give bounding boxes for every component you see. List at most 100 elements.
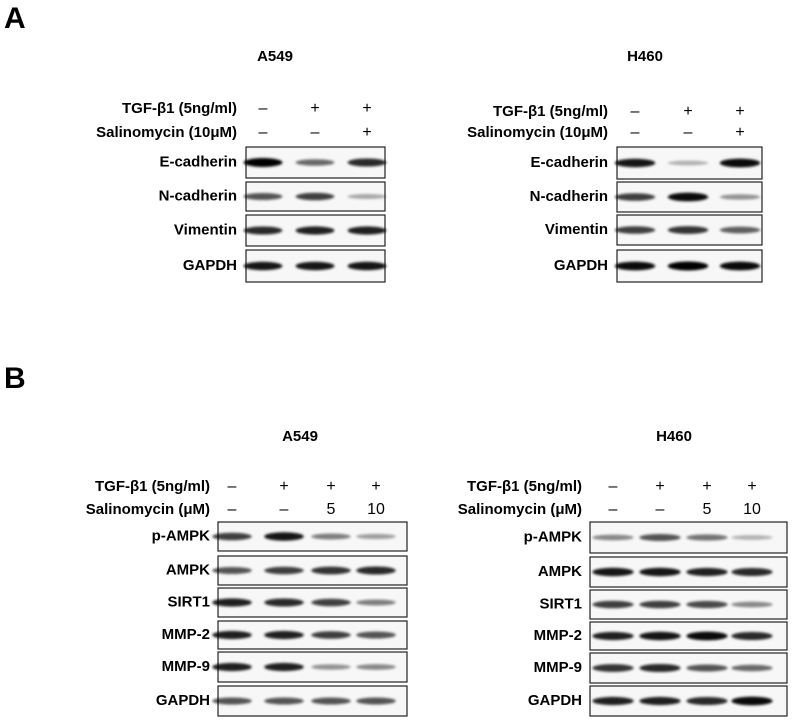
band [639,696,681,706]
band [295,159,335,166]
band [592,534,634,541]
band [731,632,773,640]
band [719,226,761,234]
lane-sign: – [656,501,665,518]
condition-label: TGF-β1 (5ng/ml) [493,103,608,120]
band [264,598,304,607]
protein-label: E-cadherin [159,153,237,170]
panel-label: A [4,2,26,35]
band [719,194,761,200]
band [592,567,634,577]
band [639,664,681,672]
condition-label: TGF-β1 (5ng/ml) [467,478,582,495]
band [731,696,773,706]
band [639,631,681,641]
protein-label: p-AMPK [152,527,210,544]
lane-sign: + [655,478,664,495]
lane-sign: + [735,103,744,120]
protein-label: MMP-9 [534,659,582,676]
lane-sign: – [259,100,268,117]
condition-label: Salinomycin (μM) [458,501,582,518]
panel-label: B [4,362,26,395]
band [731,568,773,576]
protein-label: SIRT1 [539,595,582,612]
band [347,158,387,167]
band [592,664,634,672]
band [686,631,728,641]
protein-label: GAPDH [554,257,608,274]
band [731,535,773,540]
condition-label: Salinomycin (10μM) [96,124,237,141]
lane-sign: – [228,478,237,495]
band [686,664,728,672]
blot-title: A549 [257,48,293,65]
lane-sign: 10 [743,501,761,518]
condition-label: Salinomycin (10μM) [467,124,608,141]
band [686,534,728,541]
blot-title: A549 [282,428,318,445]
band [311,664,351,670]
protein-label: SIRT1 [167,593,210,610]
band [667,192,709,202]
protein-label: GAPDH [528,692,582,709]
protein-label: MMP-2 [162,626,210,643]
protein-label: E-cadherin [530,154,608,171]
condition-label: TGF-β1 (5ng/ml) [95,478,210,495]
band [264,697,304,705]
band [639,600,681,609]
band [243,261,283,271]
protein-label: GAPDH [183,257,237,274]
band [356,697,396,705]
lane-sign: – [631,103,640,120]
band [356,533,396,540]
protein-label: GAPDH [156,692,210,709]
band [614,193,656,201]
band [356,599,396,606]
protein-label: p-AMPK [524,528,582,545]
band [243,226,283,235]
band [311,631,351,639]
band [311,598,351,607]
protein-label: N-cadherin [530,188,608,205]
lane-sign: – [684,124,693,141]
lane-sign: + [683,103,692,120]
band [212,662,252,672]
band [614,261,656,271]
lane-sign: + [371,478,380,495]
protein-label: AMPK [166,561,210,578]
band [719,261,761,271]
band [592,600,634,609]
condition-label: Salinomycin (μM) [86,501,210,518]
protein-label: Vimentin [545,221,608,238]
band [212,598,252,607]
band [639,567,681,577]
band [264,662,304,672]
band [719,158,761,168]
band [212,532,252,541]
band [592,631,634,641]
band [212,630,252,640]
lane-sign: – [631,124,640,141]
blot-title: H460 [627,48,663,65]
band [667,226,709,234]
band [614,226,656,234]
band [731,664,773,672]
band [212,697,252,705]
lane-sign: 5 [703,501,712,518]
lane-sign: + [326,478,335,495]
band [264,630,304,640]
band [243,193,283,200]
lane-sign: – [311,124,320,141]
band [347,226,387,235]
band [592,696,634,706]
band [264,566,304,575]
band [311,566,351,575]
band [639,534,681,541]
band [347,194,387,199]
band [295,226,335,235]
lane-sign: + [735,124,744,141]
band [686,697,728,705]
band [356,631,396,639]
lane-sign: 5 [327,501,336,518]
